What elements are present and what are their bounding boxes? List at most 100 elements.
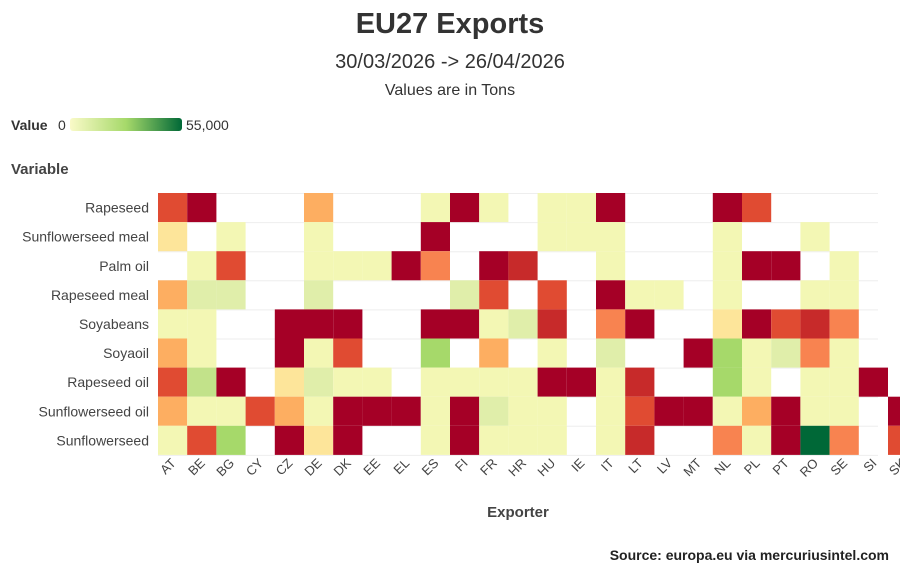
heatmap-cell[interactable]: [479, 396, 509, 426]
heatmap-cell[interactable]: [625, 309, 655, 339]
heatmap-cell[interactable]: [391, 251, 421, 281]
heatmap-cell[interactable]: [450, 425, 480, 455]
heatmap-cell[interactable]: [187, 309, 217, 339]
heatmap-cell[interactable]: [508, 251, 538, 281]
heatmap-cell[interactable]: [771, 251, 801, 281]
heatmap-cell[interactable]: [450, 280, 480, 310]
heatmap-cell[interactable]: [537, 367, 567, 397]
heatmap-cell[interactable]: [829, 367, 859, 397]
heatmap-cell[interactable]: [420, 309, 450, 339]
heatmap-cell[interactable]: [304, 280, 334, 310]
heatmap-cell[interactable]: [187, 425, 217, 455]
heatmap-cell[interactable]: [800, 309, 830, 339]
heatmap-cell[interactable]: [450, 367, 480, 397]
heatmap-cell[interactable]: [245, 396, 275, 426]
heatmap-cell[interactable]: [625, 425, 655, 455]
heatmap-cell[interactable]: [304, 222, 334, 252]
heatmap-cell[interactable]: [158, 193, 188, 223]
heatmap-cell[interactable]: [274, 425, 304, 455]
heatmap-cell[interactable]: [158, 280, 188, 310]
heatmap-cell[interactable]: [187, 396, 217, 426]
heatmap-cell[interactable]: [625, 280, 655, 310]
heatmap-cell[interactable]: [712, 222, 742, 252]
heatmap-cell[interactable]: [800, 425, 830, 455]
heatmap-cell[interactable]: [537, 193, 567, 223]
heatmap-cell[interactable]: [508, 425, 538, 455]
heatmap-cell[interactable]: [888, 425, 900, 455]
heatmap-cell[interactable]: [479, 193, 509, 223]
heatmap-cell[interactable]: [771, 425, 801, 455]
heatmap-cell[interactable]: [712, 367, 742, 397]
heatmap-cell[interactable]: [304, 396, 334, 426]
heatmap-cell[interactable]: [712, 338, 742, 368]
heatmap-cell[interactable]: [625, 396, 655, 426]
heatmap-cell[interactable]: [450, 396, 480, 426]
heatmap-cell[interactable]: [158, 367, 188, 397]
heatmap-cell[interactable]: [333, 367, 363, 397]
heatmap-cell[interactable]: [537, 222, 567, 252]
heatmap-cell[interactable]: [829, 338, 859, 368]
heatmap-cell[interactable]: [362, 396, 392, 426]
heatmap-cell[interactable]: [537, 396, 567, 426]
heatmap-cell[interactable]: [216, 222, 246, 252]
heatmap-cell[interactable]: [742, 338, 772, 368]
heatmap-cell[interactable]: [537, 280, 567, 310]
heatmap-cell[interactable]: [304, 425, 334, 455]
heatmap-cell[interactable]: [654, 396, 684, 426]
heatmap-cell[interactable]: [333, 396, 363, 426]
heatmap-cell[interactable]: [304, 251, 334, 281]
heatmap-cell[interactable]: [829, 280, 859, 310]
heatmap-cell[interactable]: [508, 367, 538, 397]
heatmap-cell[interactable]: [771, 396, 801, 426]
heatmap-cell[interactable]: [537, 425, 567, 455]
heatmap-cell[interactable]: [420, 367, 450, 397]
heatmap-cell[interactable]: [420, 193, 450, 223]
heatmap-cell[interactable]: [304, 193, 334, 223]
heatmap-cell[interactable]: [683, 396, 713, 426]
heatmap-cell[interactable]: [829, 251, 859, 281]
heatmap-cell[interactable]: [333, 309, 363, 339]
heatmap-cell[interactable]: [596, 367, 626, 397]
heatmap-cell[interactable]: [771, 309, 801, 339]
heatmap-cell[interactable]: [596, 309, 626, 339]
heatmap-cell[interactable]: [596, 193, 626, 223]
heatmap-cell[interactable]: [742, 193, 772, 223]
heatmap-cell[interactable]: [216, 367, 246, 397]
heatmap-cell[interactable]: [158, 309, 188, 339]
heatmap-cell[interactable]: [158, 425, 188, 455]
heatmap-cell[interactable]: [654, 280, 684, 310]
heatmap-cell[interactable]: [829, 396, 859, 426]
heatmap-cell[interactable]: [362, 251, 392, 281]
heatmap-cell[interactable]: [537, 309, 567, 339]
heatmap-cell[interactable]: [742, 309, 772, 339]
heatmap-cell[interactable]: [771, 338, 801, 368]
heatmap-cell[interactable]: [391, 396, 421, 426]
heatmap-cell[interactable]: [158, 222, 188, 252]
heatmap-cell[interactable]: [566, 193, 596, 223]
heatmap-cell[interactable]: [712, 309, 742, 339]
heatmap-cell[interactable]: [479, 338, 509, 368]
heatmap-cell[interactable]: [858, 367, 888, 397]
heatmap-cell[interactable]: [508, 309, 538, 339]
heatmap-cell[interactable]: [274, 367, 304, 397]
heatmap-cell[interactable]: [450, 193, 480, 223]
heatmap-cell[interactable]: [187, 338, 217, 368]
heatmap-cell[interactable]: [712, 193, 742, 223]
heatmap-cell[interactable]: [566, 222, 596, 252]
heatmap-cell[interactable]: [187, 367, 217, 397]
heatmap-cell[interactable]: [216, 251, 246, 281]
heatmap-cell[interactable]: [187, 251, 217, 281]
heatmap-cell[interactable]: [712, 251, 742, 281]
heatmap-cell[interactable]: [712, 280, 742, 310]
heatmap-cell[interactable]: [333, 251, 363, 281]
heatmap-cell[interactable]: [420, 222, 450, 252]
heatmap-cell[interactable]: [479, 251, 509, 281]
heatmap-cell[interactable]: [537, 338, 567, 368]
heatmap-cell[interactable]: [158, 396, 188, 426]
heatmap-cell[interactable]: [742, 396, 772, 426]
heatmap-cell[interactable]: [187, 193, 217, 223]
heatmap-cell[interactable]: [596, 425, 626, 455]
heatmap-cell[interactable]: [362, 367, 392, 397]
heatmap-cell[interactable]: [216, 280, 246, 310]
heatmap-cell[interactable]: [187, 280, 217, 310]
